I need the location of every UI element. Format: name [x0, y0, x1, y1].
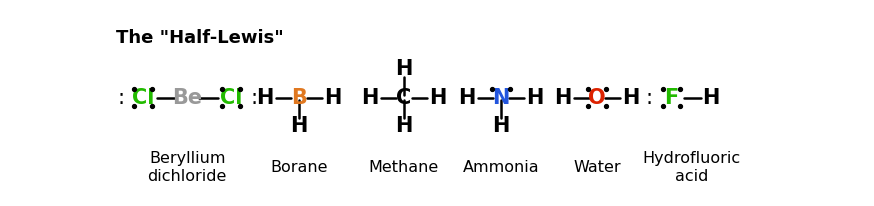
Text: Be: Be — [172, 88, 202, 108]
Text: C: C — [396, 88, 412, 108]
Text: Hydrofluoric
acid: Hydrofluoric acid — [642, 151, 741, 184]
Text: H: H — [429, 88, 447, 108]
Text: H: H — [395, 59, 413, 79]
Text: H: H — [622, 88, 640, 108]
Text: :: : — [117, 88, 124, 108]
Text: B: B — [291, 88, 307, 108]
Text: H: H — [361, 88, 378, 108]
Text: H: H — [256, 88, 274, 108]
Text: :: : — [250, 88, 257, 108]
Text: F: F — [664, 88, 678, 108]
Text: Cl: Cl — [132, 88, 155, 108]
Text: O: O — [588, 88, 606, 108]
Text: Water: Water — [573, 160, 621, 175]
Text: H: H — [458, 88, 475, 108]
Text: H: H — [290, 116, 308, 136]
Text: N: N — [492, 88, 510, 108]
Text: H: H — [554, 88, 572, 108]
Text: H: H — [324, 88, 342, 108]
Text: Cl: Cl — [220, 88, 242, 108]
Text: Ammonia: Ammonia — [462, 160, 539, 175]
Text: The "Half-Lewis": The "Half-Lewis" — [116, 29, 284, 47]
Text: H: H — [526, 88, 544, 108]
Text: H: H — [702, 88, 719, 108]
Text: Borane: Borane — [270, 160, 328, 175]
Text: Beryllium
dichloride: Beryllium dichloride — [148, 151, 227, 184]
Text: Methane: Methane — [369, 160, 439, 175]
Text: H: H — [395, 116, 413, 136]
Text: :: : — [646, 88, 653, 108]
Text: H: H — [492, 116, 510, 136]
